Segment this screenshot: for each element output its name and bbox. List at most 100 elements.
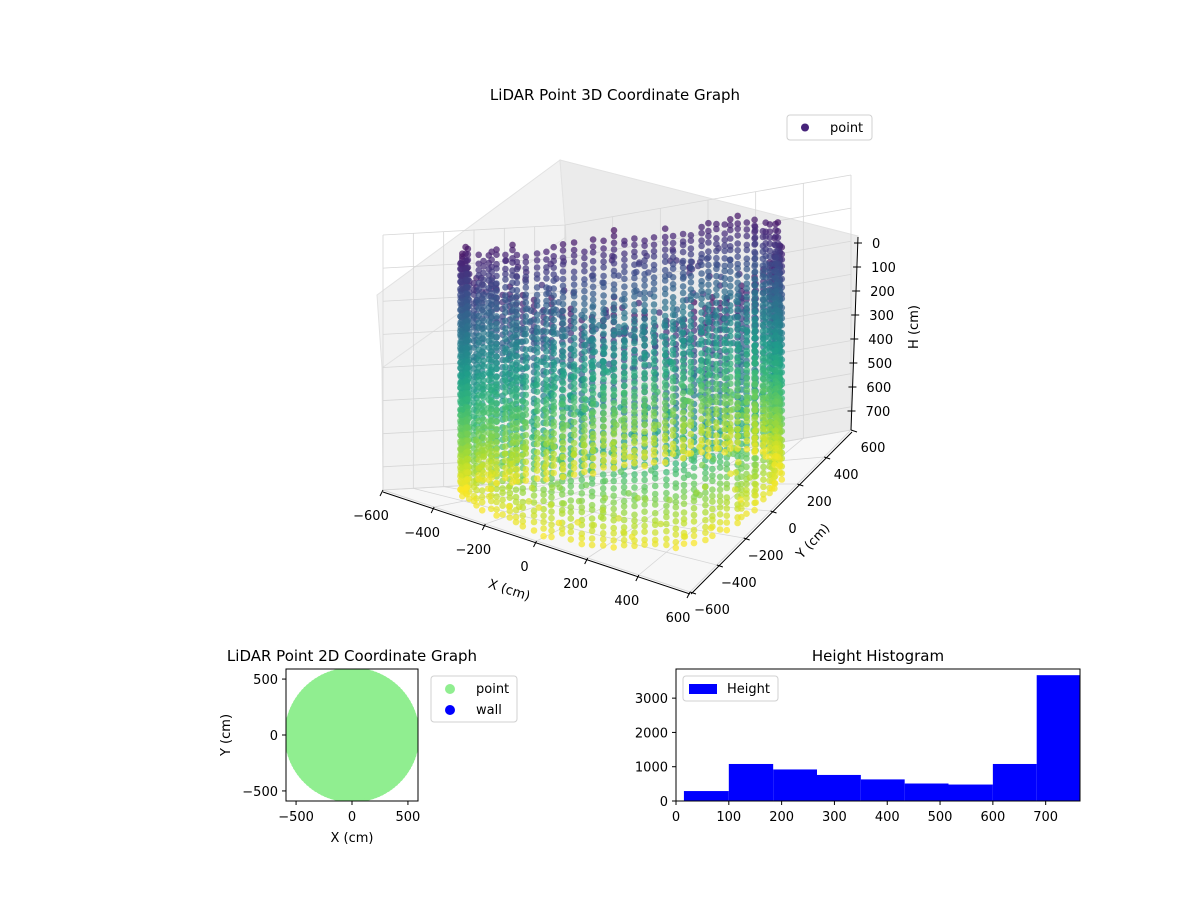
data-point-3d: [480, 430, 487, 437]
data-point-3d: [543, 469, 550, 477]
data-point-3d: [631, 454, 638, 461]
data-point-3d: [493, 333, 500, 341]
data-point-3d: [480, 335, 487, 343]
data-point-3d: [464, 303, 472, 310]
data-point-3d: [669, 311, 677, 319]
data-point-3d: [493, 359, 500, 367]
histogram-bar: [773, 769, 818, 801]
data-point-3d: [567, 482, 575, 490]
data-point-3d: [533, 335, 541, 343]
data-point-3d: [567, 497, 575, 504]
data-point-3d: [698, 427, 705, 434]
data-point-3d: [680, 500, 688, 508]
data-point-3d: [550, 243, 557, 251]
data-point-3d: [721, 281, 728, 288]
data-point-3d: [699, 461, 706, 469]
data-point-3d: [713, 279, 720, 287]
data-point-3d: [631, 301, 638, 308]
data-point-3d: [533, 455, 541, 463]
data-point-3d: [610, 431, 618, 438]
data-point-3d: [641, 257, 648, 264]
data-point-3d: [743, 367, 751, 374]
data-point-3d: [772, 420, 779, 427]
data-point-3d: [687, 376, 695, 383]
data-point-3d: [698, 441, 705, 448]
data-point-3d: [588, 492, 596, 500]
data-point-3d: [650, 293, 658, 300]
data-point-3d: [661, 285, 669, 293]
data-point-3d: [581, 395, 588, 403]
data-point-3d: [751, 327, 759, 334]
data-point-3d: [570, 274, 578, 282]
data-point-3d: [698, 281, 705, 289]
data-point-3d: [522, 358, 530, 365]
data-point-3d: [588, 515, 596, 522]
data-point-3d: [650, 234, 658, 241]
data-point-3d: [721, 393, 728, 401]
data-point-3d: [559, 421, 567, 429]
data-point-3d: [716, 498, 724, 505]
data-point-3d: [669, 398, 677, 406]
data-point-3d: [457, 411, 464, 419]
y-tick-3d: [743, 537, 750, 541]
data-point-3d: [513, 311, 521, 319]
data-point-3d: [560, 500, 567, 507]
data-point-3d: [589, 342, 597, 350]
data-point-3d: [620, 497, 628, 505]
data-point-3d: [540, 497, 547, 505]
data-point-3d: [600, 410, 607, 417]
data-point-3d: [669, 418, 677, 425]
data-point-3d: [631, 293, 638, 300]
data-point-3d: [581, 287, 588, 295]
data-point-3d: [475, 475, 483, 483]
data-point-3d: [727, 360, 734, 368]
data-point-3d: [743, 406, 751, 414]
data-point-3d: [672, 484, 680, 491]
data-point-3d: [457, 464, 464, 471]
data-point-3d: [734, 247, 741, 254]
data-point-3d: [457, 285, 464, 293]
data-point-3d: [558, 530, 566, 537]
data-point-3d: [621, 290, 628, 298]
data-point-3d: [713, 327, 720, 334]
data-point-3d: [610, 477, 617, 485]
data-point-3d: [488, 256, 496, 264]
data-point-3d: [589, 442, 597, 449]
data-point-3d: [743, 285, 751, 292]
data-point-3d: [464, 295, 472, 303]
data-point-3d: [610, 511, 617, 519]
data-point-3d: [522, 431, 530, 439]
data-point-3d: [559, 453, 567, 461]
data-point-3d: [641, 516, 648, 523]
data-point-3d: [493, 470, 500, 478]
data-point-3d: [751, 240, 759, 247]
data-point-3d: [502, 383, 509, 391]
data-point-3d: [533, 440, 541, 448]
data-point-3d: [672, 538, 680, 546]
data-point-3d: [543, 354, 550, 362]
data-point-3d: [713, 405, 720, 413]
data-point-3d: [771, 461, 778, 469]
data-point-3d: [533, 302, 541, 309]
data-point-3d: [702, 495, 709, 503]
data-point-3d: [641, 328, 648, 336]
data-point-3d: [759, 394, 767, 402]
data-point-3d: [631, 316, 638, 323]
data-point-3d: [727, 307, 734, 315]
data-point-3d: [716, 486, 724, 494]
data-point-3d: [669, 305, 677, 313]
x-axis-3d: [382, 491, 691, 595]
data-point-3d: [727, 315, 734, 322]
data-point-3d: [493, 265, 500, 272]
data-point-3d: [641, 453, 648, 461]
data-point-3d: [559, 348, 567, 356]
data-point-3d: [721, 419, 728, 427]
data-point-3d: [751, 369, 759, 376]
data-point-3d: [669, 239, 677, 247]
data-point-3d: [610, 331, 618, 339]
data-point-3d: [734, 285, 741, 293]
data-point-3d: [533, 284, 541, 291]
data-point-3d: [661, 444, 669, 452]
data-point-3d: [533, 435, 541, 442]
data-point-3d: [650, 435, 658, 442]
